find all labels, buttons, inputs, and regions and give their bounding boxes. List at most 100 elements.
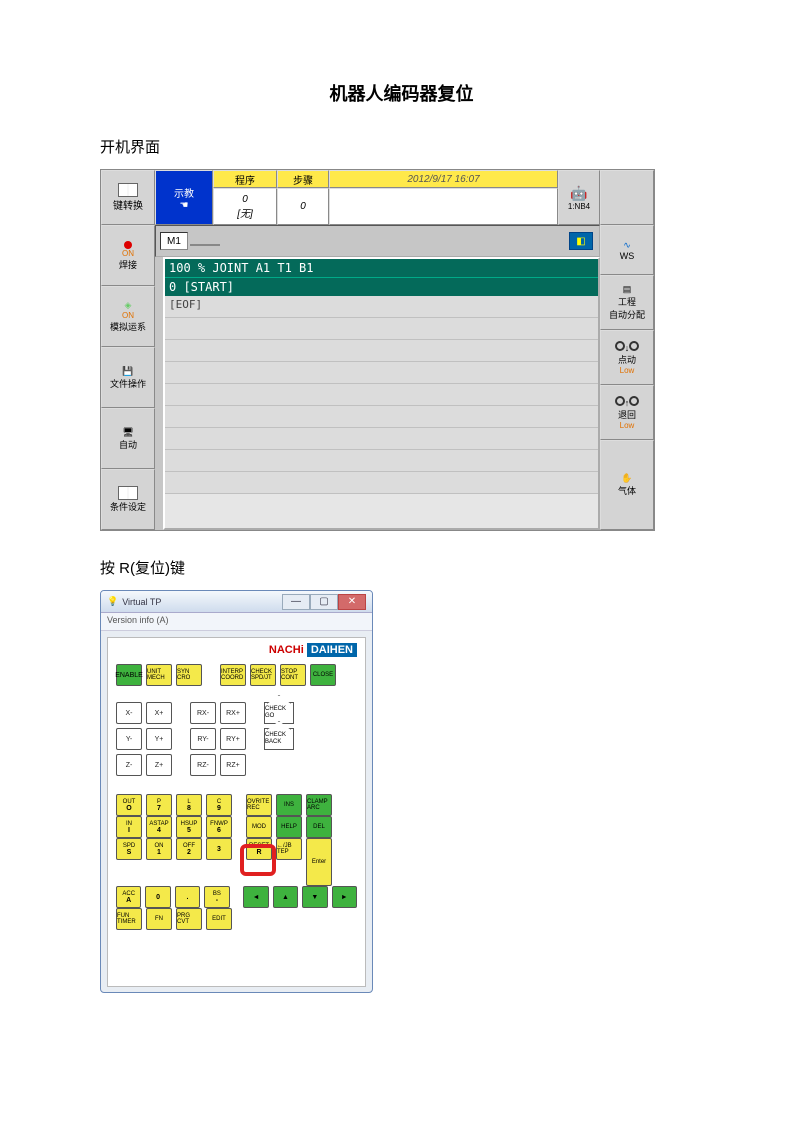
back-button[interactable]: ↑ 退回 Low: [600, 385, 654, 440]
key-in[interactable]: INI: [116, 816, 142, 838]
daihen-logo: DAIHEN: [307, 643, 357, 657]
fileop-label: 文件操作: [110, 377, 146, 390]
key-out[interactable]: OUTO: [116, 794, 142, 816]
fileop-button[interactable]: 💾 文件操作: [101, 347, 155, 408]
weld-button[interactable]: ON 焊接: [101, 225, 155, 286]
jog-button[interactable]: ↓ 点动 Low: [600, 330, 654, 385]
on-label-1: ON: [122, 249, 134, 258]
key-enter[interactable]: Enter: [306, 838, 332, 886]
gas-button[interactable]: ✋ 气体: [600, 440, 654, 530]
unit-mech-key[interactable]: UNIT MECH: [146, 664, 172, 686]
wave-icon: ∿: [623, 240, 631, 251]
close-key[interactable]: CLOSE: [310, 664, 336, 686]
key-prg-cvt[interactable]: PRG CVT: [176, 908, 202, 930]
auto-button[interactable]: 🖥 自动: [101, 408, 155, 469]
program-blank: [165, 450, 598, 472]
key-bs[interactable]: BS-: [204, 886, 229, 908]
key-mod[interactable]: MOD: [246, 816, 272, 838]
key-3[interactable]: 3: [206, 838, 232, 860]
key-[interactable]: ◄: [243, 886, 268, 908]
key-hsup[interactable]: HSUP5: [176, 816, 202, 838]
key-[interactable]: ►: [332, 886, 357, 908]
list-icon: ▤: [623, 284, 632, 295]
robot-controller-screenshot: 键转换 示教 ☚ 程序 0 [无] 步骤 0 2012/9/17 16:07: [100, 169, 655, 531]
program-blank: [165, 362, 598, 384]
key-l[interactable]: L8: [176, 794, 202, 816]
check-back-key[interactable]: CHECK BACK: [264, 728, 294, 750]
close-button[interactable]: ✕: [338, 594, 366, 610]
rz-minus-key[interactable]: RZ-: [190, 754, 216, 776]
hand-wave-icon: ✋: [621, 473, 632, 484]
program-blank: [165, 428, 598, 450]
key-del[interactable]: DEL: [306, 816, 332, 838]
y-minus-key[interactable]: Y-: [116, 728, 142, 750]
key-[interactable]: ▲: [273, 886, 298, 908]
rx-minus-key[interactable]: RX-: [190, 702, 216, 724]
z-minus-key[interactable]: Z-: [116, 754, 142, 776]
enable-key[interactable]: ENABLE: [116, 664, 142, 686]
key-c[interactable]: C9: [206, 794, 232, 816]
floppy-icon: 💾: [122, 366, 133, 377]
program-line-0: 0 [START]: [165, 277, 598, 296]
minimize-button[interactable]: —: [282, 594, 310, 610]
screen-icon: 🖥: [122, 427, 133, 438]
back-label: 退回: [618, 408, 636, 421]
checkspd-key[interactable]: CHECK SPD/JT: [250, 664, 276, 686]
key-fnwp[interactable]: FNWP6: [206, 816, 232, 838]
key-edit[interactable]: EDIT: [206, 908, 232, 930]
x-plus-key[interactable]: X+: [146, 702, 172, 724]
key-on[interactable]: ON1: [146, 838, 172, 860]
check-go-key[interactable]: CHECK GO: [264, 702, 294, 724]
line-icon: [190, 236, 220, 246]
key-ins[interactable]: INS: [276, 794, 302, 816]
key-astap[interactable]: ASTAP4: [146, 816, 172, 838]
weld-label: 焊接: [119, 258, 137, 271]
key-clamp-arc[interactable]: CLAMP ARC: [306, 794, 332, 816]
program-eof: [EOF]: [165, 296, 598, 318]
y-plus-key[interactable]: Y+: [146, 728, 172, 750]
syncro-key[interactable]: SYN CRO: [176, 664, 202, 686]
key-[interactable]: ▼: [302, 886, 327, 908]
menu-bar[interactable]: Version info (A): [101, 613, 372, 631]
cond-button[interactable]: 条件设定: [101, 469, 155, 530]
as-button-dup[interactable]: [600, 170, 654, 225]
key-ovrite-rec[interactable]: OVRITE REC: [246, 794, 272, 816]
sim-button[interactable]: ◈ ON 模拟运系: [101, 286, 155, 347]
nachi-logo: NACHi: [269, 644, 304, 656]
key-help[interactable]: HELP: [276, 816, 302, 838]
key-fn[interactable]: FN: [146, 908, 172, 930]
workauto-button[interactable]: ▤ 工程 自动分配: [600, 275, 654, 330]
key-fun-timer[interactable]: FUN TIMER: [116, 908, 142, 930]
teach-button[interactable]: 示教 ☚: [155, 170, 213, 225]
section-2-label: 按 R(复位)键: [100, 557, 703, 578]
key-off[interactable]: OFF2: [176, 838, 202, 860]
ry-minus-key[interactable]: RY-: [190, 728, 216, 750]
small-blue-button[interactable]: ◧: [569, 232, 593, 250]
program-header-line: 100 % JOINT A1 T1 B1: [165, 259, 598, 277]
program-blank: [165, 340, 598, 362]
book-icon: [118, 183, 138, 197]
key-jb-tep[interactable]: ←/JB TEP: [276, 838, 302, 860]
reset-highlight: [240, 844, 276, 876]
key-0[interactable]: 0: [145, 886, 170, 908]
key-p[interactable]: P7: [146, 794, 172, 816]
low-label-1: Low: [620, 366, 635, 375]
window-titlebar: 💡 Virtual TP — ▢ ✕: [101, 591, 372, 613]
ws-button[interactable]: ∿ WS: [600, 225, 654, 275]
key-spd[interactable]: SPDS: [116, 838, 142, 860]
keychange-button[interactable]: 键转换: [101, 170, 155, 225]
maximize-button[interactable]: ▢: [310, 594, 338, 610]
stopcont-key[interactable]: STOP CONT: [280, 664, 306, 686]
interp-key[interactable]: INTERP COORD: [220, 664, 246, 686]
z-plus-key[interactable]: Z+: [146, 754, 172, 776]
x-minus-key[interactable]: X-: [116, 702, 142, 724]
key-acc[interactable]: ACCA: [116, 886, 141, 908]
ws-label: WS: [620, 251, 635, 261]
key-[interactable]: .: [175, 886, 200, 908]
hand-icon: ☚: [180, 200, 189, 211]
ry-plus-key[interactable]: RY+: [220, 728, 246, 750]
step-value: 0: [277, 188, 329, 225]
rz-plus-key[interactable]: RZ+: [220, 754, 246, 776]
jog-label: 点动: [618, 353, 636, 366]
rx-plus-key[interactable]: RX+: [220, 702, 246, 724]
